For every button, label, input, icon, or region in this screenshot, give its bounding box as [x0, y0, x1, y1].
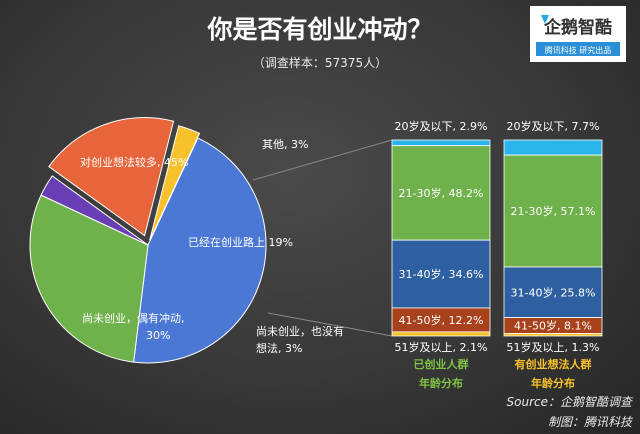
bar-segment [391, 239, 491, 309]
pie-slice [48, 117, 175, 237]
slice-label: 其他, 3% [262, 138, 308, 151]
penguin-icon [541, 15, 549, 24]
bar-segment [391, 139, 491, 147]
bar-name: 有创业想法人群 [515, 357, 592, 371]
segment-label: 31-40岁, 25.8% [511, 285, 596, 299]
segment-label: 41-50岁, 12.2% [399, 313, 484, 327]
bar-name: 已创业人群 [414, 357, 469, 371]
slice-label: 已经在创业路上 19% [188, 236, 293, 249]
stacked-bars: 20岁及以下, 2.9% 21-30岁, 48.2% 31-40岁, 34.6% 41… [391, 119, 603, 390]
bar-name: 年龄分布 [531, 376, 575, 390]
source-line2: 制图：腾讯科技 [548, 415, 634, 429]
segment-label: 21-30岁, 57.1% [511, 204, 596, 218]
chart-title: 你是否有创业冲动？ [206, 15, 432, 44]
chart-subtitle: （调查样本：57375人） [253, 55, 387, 70]
brand-logo: 企鹅智酷 腾讯科技 研究出品 [530, 6, 626, 62]
slice-label: 想法, 3% [256, 341, 302, 355]
slice-label: 30% [146, 329, 170, 342]
bar-segment [503, 266, 603, 318]
logo-tagline: 腾讯科技 研究出品 [545, 45, 612, 55]
logo-name: 企鹅智酷 [543, 17, 612, 38]
source-line1: Source：企鹅智酷调查 [507, 395, 634, 409]
segment-label: 21-30岁, 48.2% [399, 186, 484, 200]
pie-slice [133, 137, 267, 364]
pie-chart: 对创业想法较多, 45% 尚未创业，偶有冲动, 30% 已经在创业路上 19% 其他, … [29, 117, 344, 364]
segment-label: 20岁及以下, 2.9% [395, 119, 488, 133]
slice-label: 尚未创业，偶有冲动, [82, 311, 185, 325]
bar-segment [503, 333, 603, 337]
bar-segment [503, 139, 603, 156]
pie-slice [40, 175, 149, 246]
segment-label: 20岁及以下, 7.7% [507, 119, 600, 133]
connector-lines [252, 139, 393, 337]
segment-label: 31-40岁, 34.6% [399, 267, 484, 281]
slice-label: 对创业想法较多, 45% [80, 155, 188, 169]
bar-segment [391, 331, 491, 337]
segment-label: 51岁及以上, 2.1% [395, 340, 488, 354]
segment-label: 51岁及以上, 1.3% [507, 340, 600, 354]
slice-label: 尚未创业，也没有 [256, 324, 344, 338]
bar-segment [391, 145, 491, 241]
bar-segment [503, 154, 603, 268]
pie-slice [29, 194, 149, 363]
segment-label: 41-50岁, 8.1% [514, 319, 592, 333]
bar-name: 年龄分布 [419, 376, 463, 390]
pie-slice [149, 125, 201, 241]
